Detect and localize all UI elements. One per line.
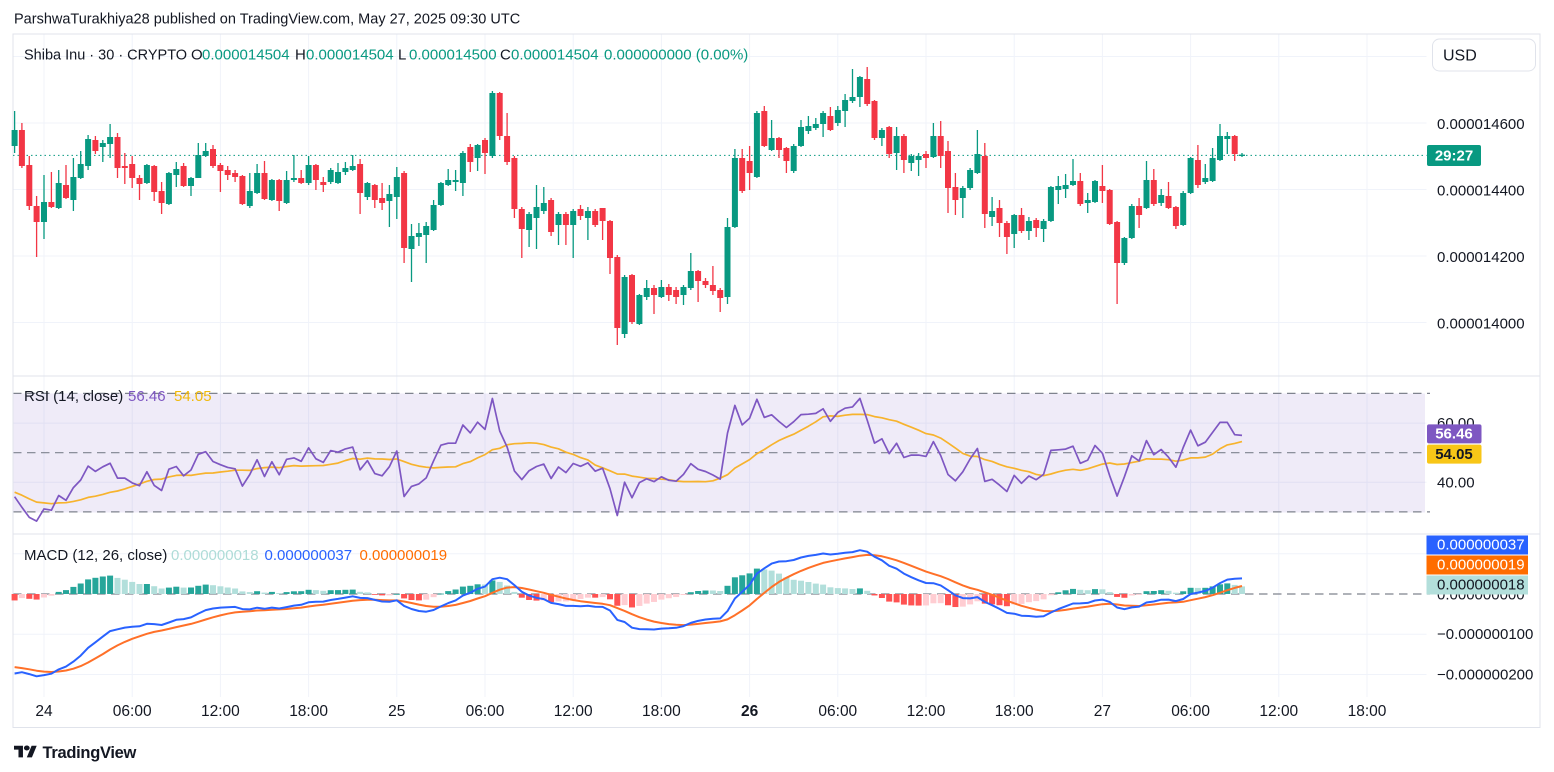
- svg-text:18:00: 18:00: [642, 703, 681, 720]
- svg-text:C: C: [500, 47, 511, 64]
- svg-text:56.46: 56.46: [128, 388, 166, 405]
- svg-text:18:00: 18:00: [289, 703, 328, 720]
- svg-text:0.000014200: 0.000014200: [1437, 249, 1525, 266]
- svg-text:24: 24: [35, 703, 53, 720]
- svg-text:0.000000037: 0.000000037: [1437, 537, 1525, 554]
- svg-text:0.000000018: 0.000000018: [171, 547, 259, 564]
- svg-text:0.000000037: 0.000000037: [265, 547, 353, 564]
- svg-text:0.000014600: 0.000014600: [1437, 116, 1525, 133]
- svg-text:0.000014504: 0.000014504: [202, 47, 290, 64]
- svg-text:12:00: 12:00: [554, 703, 593, 720]
- svg-text:Shiba Inu · 30 · CRYPTO: Shiba Inu · 30 · CRYPTO: [24, 48, 187, 64]
- svg-text:0.000014500: 0.000014500: [409, 47, 497, 64]
- svg-text:06:00: 06:00: [466, 703, 505, 720]
- svg-text:29:27: 29:27: [1435, 148, 1473, 165]
- svg-text:H: H: [295, 47, 306, 64]
- svg-text:0.000000019: 0.000000019: [360, 547, 448, 564]
- svg-text:06:00: 06:00: [113, 703, 152, 720]
- svg-text:0.000014504: 0.000014504: [511, 47, 599, 64]
- svg-text:O: O: [191, 47, 203, 64]
- svg-text:0.000014504: 0.000014504: [306, 47, 394, 64]
- svg-text:06:00: 06:00: [818, 703, 857, 720]
- svg-text:0.000000018: 0.000000018: [1437, 577, 1525, 594]
- svg-text:18:00: 18:00: [1348, 703, 1387, 720]
- svg-text:12:00: 12:00: [907, 703, 946, 720]
- svg-text:56.46: 56.46: [1435, 426, 1473, 443]
- svg-text:L: L: [398, 47, 406, 64]
- svg-text:12:00: 12:00: [201, 703, 240, 720]
- svg-text:MACD (12, 26, close): MACD (12, 26, close): [24, 547, 167, 564]
- svg-text:54.05: 54.05: [1435, 446, 1473, 463]
- svg-text:0.000000000 (0.00%): 0.000000000 (0.00%): [604, 47, 748, 64]
- svg-text:18:00: 18:00: [995, 703, 1034, 720]
- svg-text:25: 25: [388, 703, 405, 720]
- svg-text:40.00: 40.00: [1437, 474, 1475, 491]
- svg-text:0.000014400: 0.000014400: [1437, 183, 1525, 200]
- svg-text:RSI (14, close): RSI (14, close): [24, 388, 123, 405]
- svg-text:0.000014000: 0.000014000: [1437, 316, 1525, 333]
- svg-text:USD: USD: [1443, 48, 1477, 65]
- svg-text:54.05: 54.05: [174, 388, 212, 405]
- svg-text:27: 27: [1094, 703, 1111, 720]
- svg-text:0.000000019: 0.000000019: [1437, 557, 1525, 574]
- svg-text:−0.000000100: −0.000000100: [1437, 626, 1533, 643]
- svg-text:12:00: 12:00: [1259, 703, 1298, 720]
- svg-text:TradingView: TradingView: [43, 744, 137, 762]
- svg-text:06:00: 06:00: [1171, 703, 1210, 720]
- svg-text:−0.000000200: −0.000000200: [1437, 667, 1533, 684]
- svg-text:26: 26: [741, 703, 759, 720]
- svg-text:ParshwaTurakhiya28 published o: ParshwaTurakhiya28 published on TradingV…: [14, 12, 520, 28]
